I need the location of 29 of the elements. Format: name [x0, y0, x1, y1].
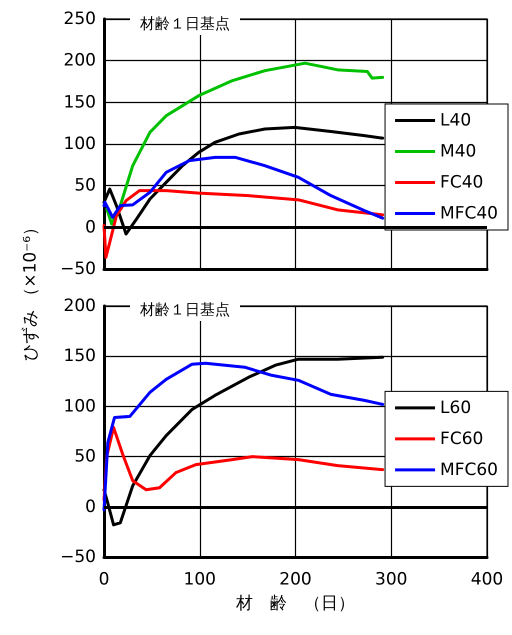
y-tick-label: −50	[60, 547, 96, 567]
legend-label: M40	[440, 142, 476, 162]
x-tick-label: 200	[279, 570, 312, 590]
y-tick-label: 50	[74, 176, 96, 196]
legend-label: L40	[440, 110, 472, 130]
chart-title: 材齢１日基点	[139, 300, 230, 318]
x-tick-label: 400	[470, 570, 504, 590]
x-tick-label: 0	[98, 570, 110, 590]
y-tick-label: 150	[64, 92, 96, 112]
chart-title: 材齢１日基点	[139, 14, 230, 32]
x-tick-label: 100	[184, 570, 216, 590]
legend-label: L60	[440, 398, 472, 418]
y-axis-title: ひずみ （×10⁻⁶）	[20, 218, 42, 362]
legend-label: FC40	[440, 172, 484, 192]
y-tick-label: 150	[64, 346, 96, 366]
y-tick-label: 50	[74, 446, 96, 467]
y-tick-label: 0	[85, 496, 96, 517]
y-tick-label: 0	[85, 217, 96, 238]
y-tick-label: 100	[64, 134, 96, 154]
x-axis-title: 材 齢 （日）	[235, 594, 355, 614]
y-tick-label: 100	[64, 396, 96, 416]
y-tick-label: −50	[60, 259, 96, 279]
y-tick-label: 250	[64, 9, 96, 29]
y-tick-label: 200	[64, 50, 96, 71]
legend-label: MFC40	[440, 204, 498, 224]
legend-label: FC60	[440, 428, 484, 449]
x-tick-label: 300	[375, 570, 408, 590]
y-tick-label: 200	[64, 296, 96, 316]
legend-label: MFC60	[440, 460, 498, 480]
